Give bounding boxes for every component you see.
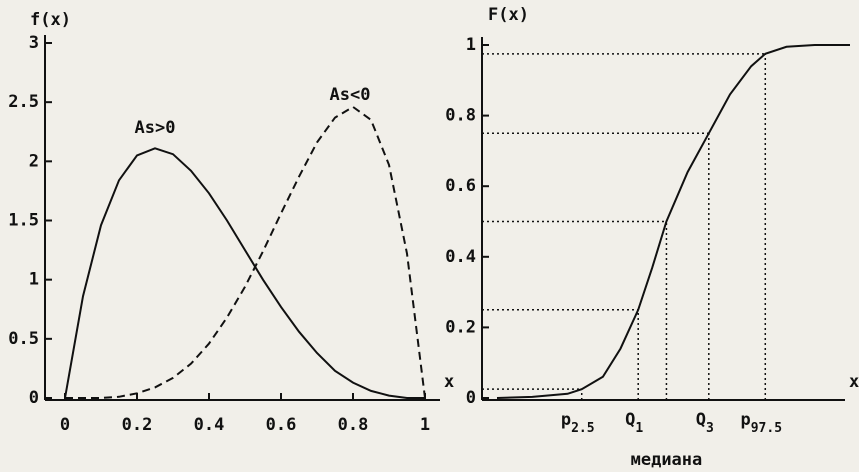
density-curve	[64, 147, 425, 399]
quantile-subscript: 2.5	[571, 421, 594, 436]
y-tick-label: 3	[29, 33, 39, 53]
y-tick-label: 0.2	[445, 317, 476, 337]
quantile-symbol: p	[561, 410, 571, 430]
y-tick-label: 2	[29, 151, 39, 171]
quantile-label: Q3	[696, 410, 714, 436]
quantile-subscript: 97.5	[751, 421, 782, 436]
annotation: As>0	[135, 118, 176, 138]
y-tick-label: 0.8	[445, 106, 476, 126]
x-tick-label: 0.8	[338, 415, 369, 435]
y-tick-label: 0	[29, 388, 39, 408]
quantile-label: p2.5	[561, 410, 595, 436]
x-tick-label: 0.4	[194, 415, 225, 435]
quantile-label: Q1	[625, 410, 643, 436]
x-tick-label: 0	[60, 415, 70, 435]
y-tick-label: 0.4	[445, 247, 476, 267]
quantile-subscript: 1	[635, 421, 643, 436]
y-tick-label: 2.5	[8, 92, 39, 112]
y-tick-label: 0	[466, 388, 476, 408]
annotation: As<0	[330, 85, 371, 105]
quantile-symbol: Q	[696, 410, 706, 430]
y-tick-label: 1	[29, 270, 39, 290]
x-tick-label: 1	[420, 415, 430, 435]
x-axis-label: x	[849, 372, 859, 392]
quantile-symbol: p	[740, 410, 750, 430]
quantile-label: p97.5	[740, 410, 782, 436]
quantile-symbol: Q	[625, 410, 635, 430]
x-tick-label: 0.2	[122, 415, 153, 435]
quantile-subscript: 3	[706, 421, 714, 436]
density-curve	[65, 105, 426, 399]
x-tick-label: 0.6	[266, 415, 297, 435]
y-tick-label: 0.5	[8, 329, 39, 349]
median-label: медиана	[631, 450, 703, 470]
y-tick-label: 1	[466, 35, 476, 55]
y-axis-label: F(x)	[488, 5, 529, 25]
y-tick-label: 1.5	[8, 211, 39, 231]
y-tick-label: 0.6	[445, 176, 476, 196]
density-curve	[496, 44, 850, 399]
y-axis-label: f(x)	[30, 10, 71, 30]
x-axis-label: x	[444, 372, 454, 392]
